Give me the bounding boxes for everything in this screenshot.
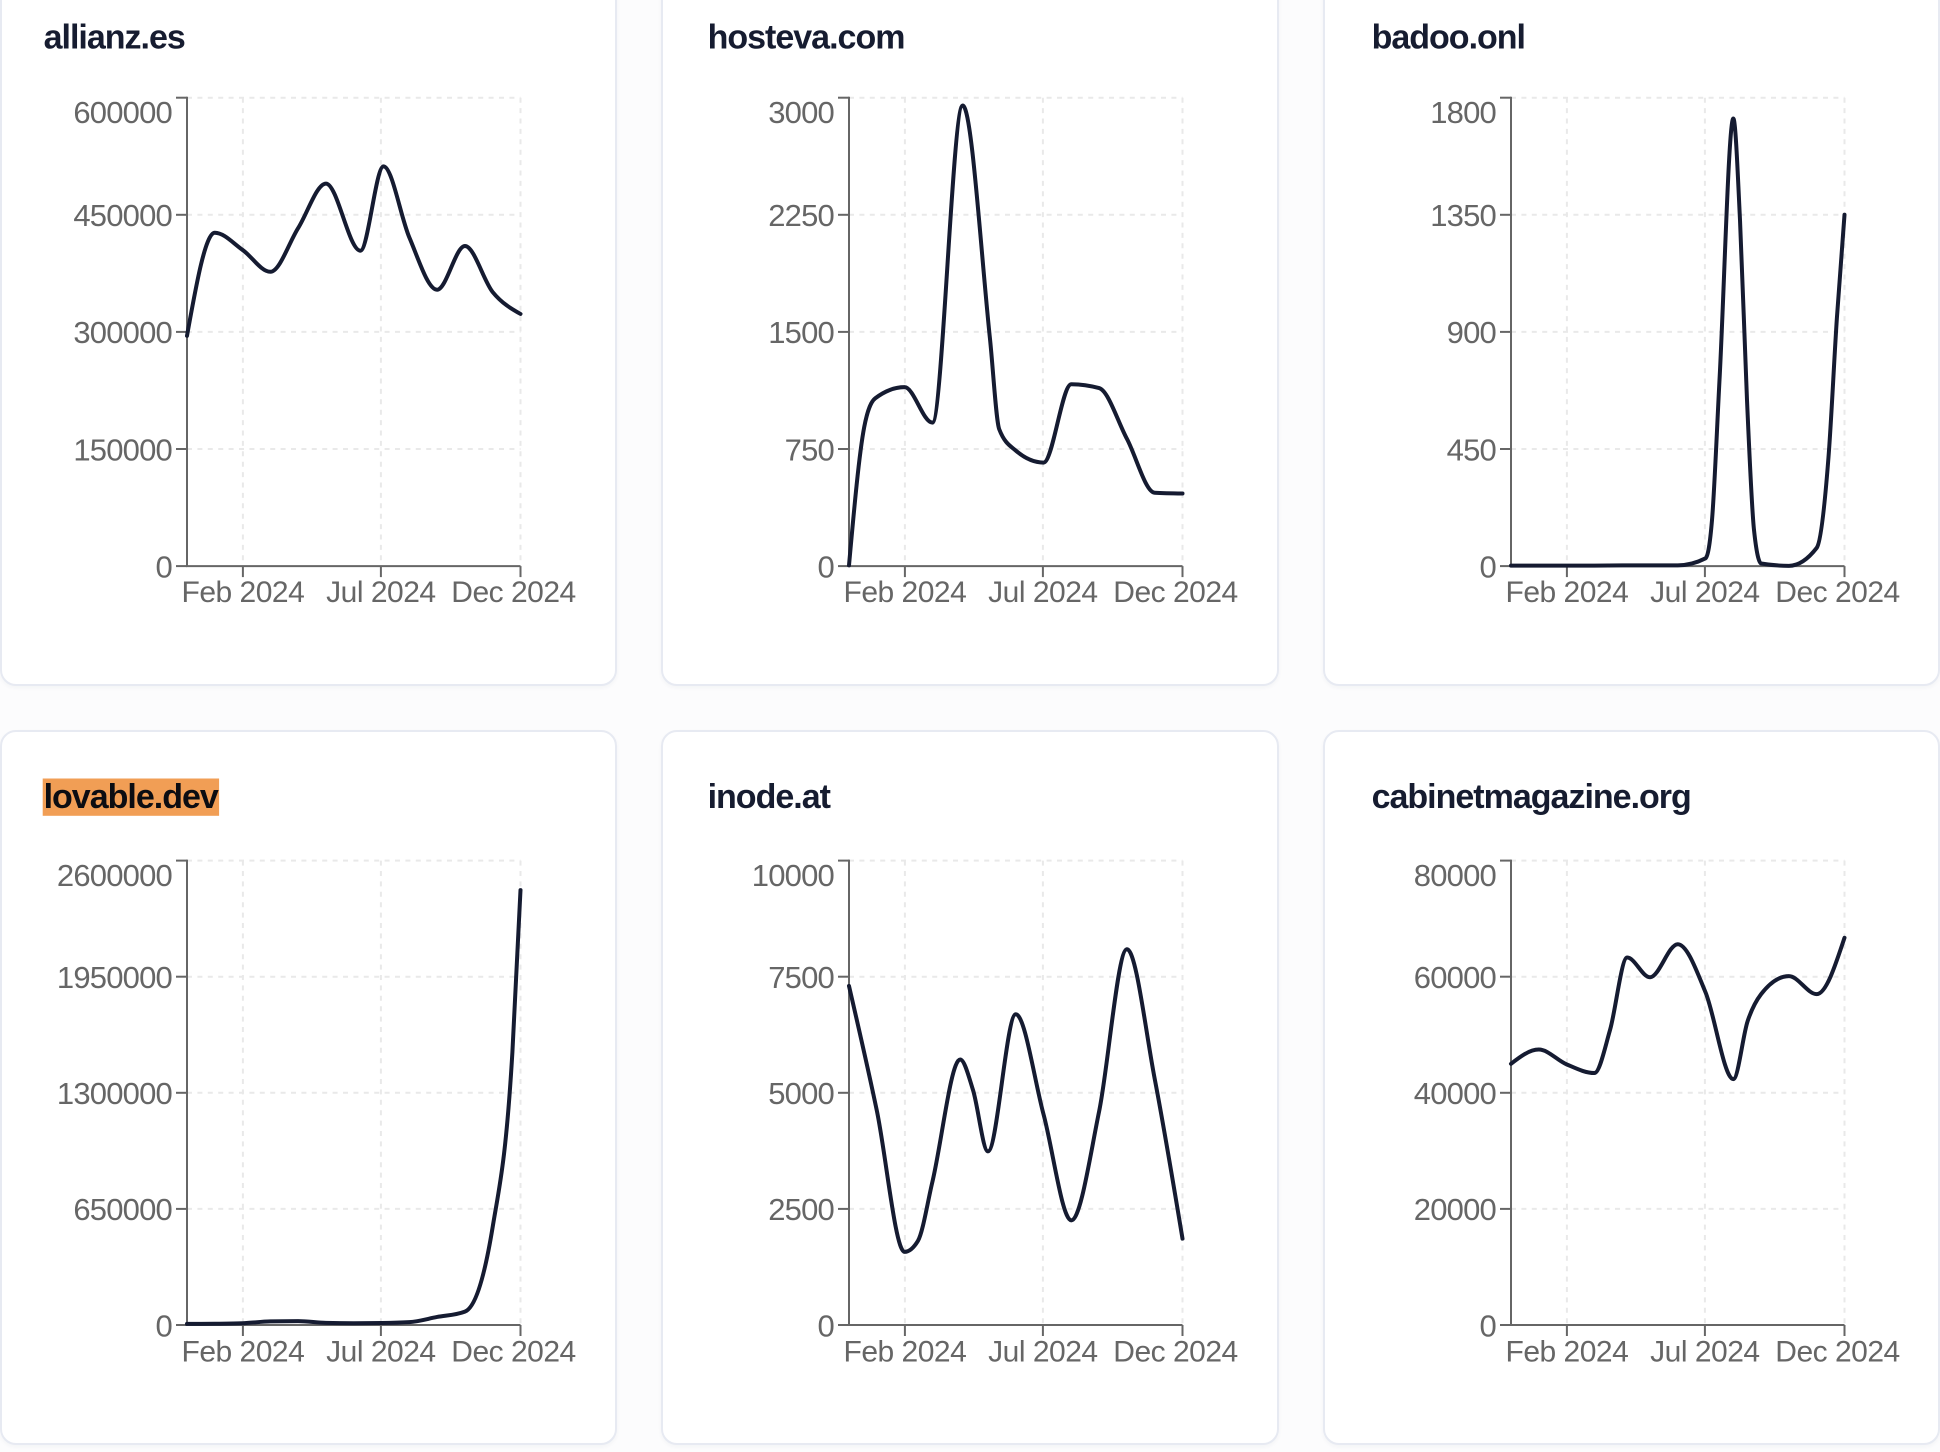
svg-text:inode.at: inode.at — [708, 778, 831, 816]
svg-text:2500: 2500 — [768, 1192, 834, 1227]
svg-text:60000: 60000 — [1414, 960, 1497, 995]
svg-text:300000: 300000 — [73, 315, 172, 350]
svg-text:cabinetmagazine.org: cabinetmagazine.org — [1372, 778, 1691, 816]
svg-text:0: 0 — [156, 549, 173, 584]
svg-text:allianz.es: allianz.es — [44, 19, 185, 57]
svg-text:650000: 650000 — [73, 1192, 172, 1227]
svg-text:1500: 1500 — [768, 315, 834, 350]
svg-text:Dec 2024: Dec 2024 — [1113, 1335, 1237, 1368]
svg-text:Feb 2024: Feb 2024 — [182, 576, 305, 609]
svg-text:Feb 2024: Feb 2024 — [1506, 576, 1629, 609]
svg-text:750: 750 — [785, 432, 835, 467]
svg-text:Dec 2024: Dec 2024 — [1775, 576, 1899, 609]
svg-text:10000: 10000 — [752, 858, 835, 893]
svg-text:Feb 2024: Feb 2024 — [844, 576, 967, 609]
svg-text:Dec 2024: Dec 2024 — [1113, 576, 1237, 609]
svg-text:1350: 1350 — [1430, 198, 1496, 233]
svg-text:5000: 5000 — [768, 1076, 834, 1111]
svg-text:Dec 2024: Dec 2024 — [1775, 1335, 1899, 1368]
svg-text:Jul 2024: Jul 2024 — [1650, 1335, 1759, 1368]
svg-text:badoo.onl: badoo.onl — [1372, 19, 1525, 57]
svg-text:600000: 600000 — [73, 95, 172, 130]
svg-text:40000: 40000 — [1414, 1076, 1497, 1111]
svg-text:1300000: 1300000 — [57, 1076, 173, 1111]
svg-text:900: 900 — [1447, 315, 1497, 350]
svg-text:Jul 2024: Jul 2024 — [326, 576, 435, 609]
svg-text:Dec 2024: Dec 2024 — [451, 1335, 575, 1368]
svg-text:0: 0 — [1480, 1308, 1497, 1343]
svg-text:Feb 2024: Feb 2024 — [182, 1335, 305, 1368]
svg-text:1950000: 1950000 — [57, 960, 173, 995]
svg-text:7500: 7500 — [768, 960, 834, 995]
svg-text:hosteva.com: hosteva.com — [708, 19, 905, 57]
svg-text:80000: 80000 — [1414, 858, 1497, 893]
svg-text:Jul 2024: Jul 2024 — [988, 576, 1097, 609]
svg-text:20000: 20000 — [1414, 1192, 1497, 1227]
svg-text:Jul 2024: Jul 2024 — [988, 1335, 1097, 1368]
svg-text:Jul 2024: Jul 2024 — [1650, 576, 1759, 609]
svg-text:2250: 2250 — [768, 198, 834, 233]
svg-text:2600000: 2600000 — [57, 858, 173, 893]
svg-text:450000: 450000 — [73, 198, 172, 233]
svg-text:Jul 2024: Jul 2024 — [326, 1335, 435, 1368]
svg-text:3000: 3000 — [768, 95, 834, 130]
svg-text:1800: 1800 — [1430, 95, 1496, 130]
svg-text:Feb 2024: Feb 2024 — [1506, 1335, 1629, 1368]
svg-text:0: 0 — [818, 1308, 835, 1343]
svg-text:lovable.dev: lovable.dev — [44, 778, 219, 816]
svg-text:0: 0 — [156, 1308, 173, 1343]
svg-text:Feb 2024: Feb 2024 — [844, 1335, 967, 1368]
svg-text:Dec 2024: Dec 2024 — [451, 576, 575, 609]
svg-text:0: 0 — [1480, 549, 1497, 584]
svg-text:0: 0 — [818, 549, 835, 584]
svg-text:150000: 150000 — [73, 432, 172, 467]
svg-text:450: 450 — [1447, 432, 1497, 467]
